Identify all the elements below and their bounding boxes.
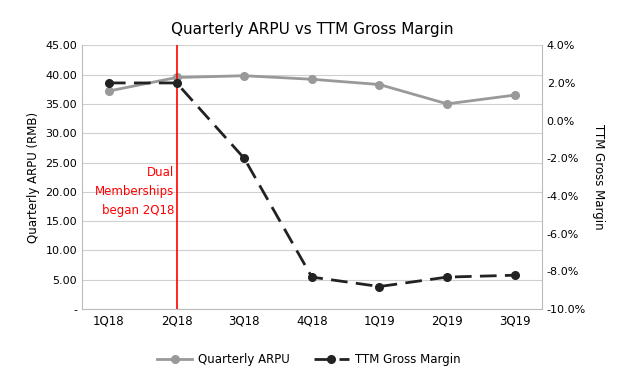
Quarterly ARPU [444, 102, 451, 106]
Y-axis label: Quarterly ARPU (RMB): Quarterly ARPU (RMB) [26, 112, 40, 243]
Quarterly ARPU [511, 93, 518, 97]
Text: Dual
Memberships
began 2Q18: Dual Memberships began 2Q18 [95, 166, 175, 218]
TTM Gross Margin [511, 273, 518, 277]
Quarterly ARPU [308, 77, 316, 81]
TTM Gross Margin [444, 275, 451, 279]
TTM Gross Margin [241, 156, 248, 161]
Y-axis label: TTM Gross Margin: TTM Gross Margin [592, 124, 605, 230]
Quarterly ARPU [105, 89, 113, 93]
Quarterly ARPU [173, 75, 180, 80]
Line: Quarterly ARPU: Quarterly ARPU [105, 72, 518, 108]
Title: Quarterly ARPU vs TTM Gross Margin: Quarterly ARPU vs TTM Gross Margin [171, 22, 453, 37]
TTM Gross Margin [375, 284, 383, 289]
TTM Gross Margin [105, 81, 113, 85]
TTM Gross Margin [308, 275, 316, 279]
Quarterly ARPU [241, 74, 248, 78]
Quarterly ARPU [375, 82, 383, 87]
Legend: Quarterly ARPU, TTM Gross Margin: Quarterly ARPU, TTM Gross Margin [152, 349, 465, 371]
TTM Gross Margin [173, 81, 180, 85]
Line: TTM Gross Margin: TTM Gross Margin [105, 79, 518, 290]
